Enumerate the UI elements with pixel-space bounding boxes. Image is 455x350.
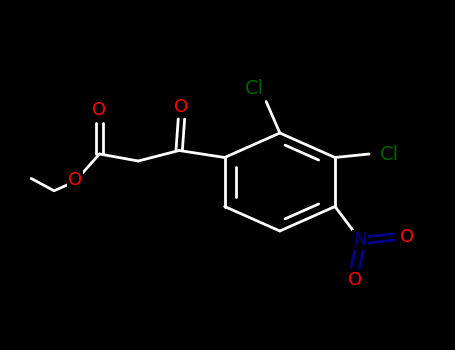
- Text: O: O: [349, 271, 363, 289]
- Text: Cl: Cl: [245, 79, 264, 98]
- Text: O: O: [92, 101, 106, 119]
- Text: O: O: [174, 98, 188, 116]
- Text: O: O: [400, 228, 414, 246]
- Text: Cl: Cl: [380, 145, 399, 163]
- Text: O: O: [68, 171, 82, 189]
- Text: N: N: [353, 231, 367, 249]
